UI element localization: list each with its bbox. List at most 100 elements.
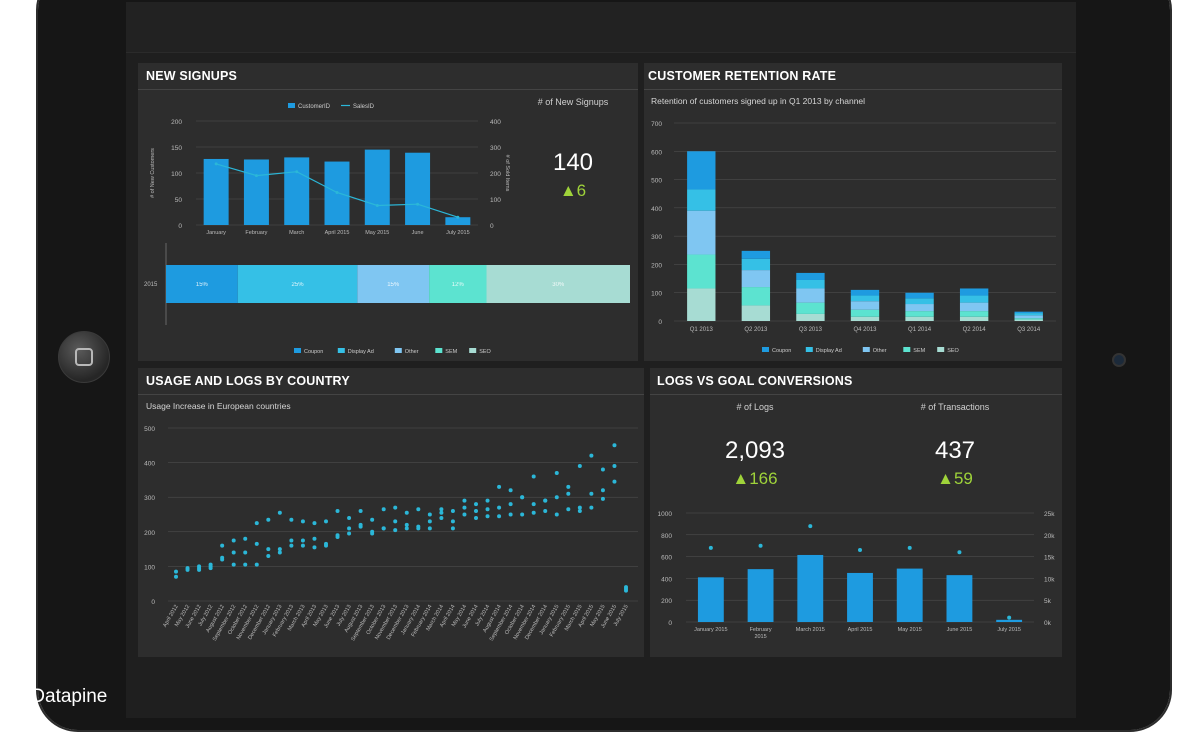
y-tick-label: 200: [171, 119, 182, 126]
y-tick-label: 100: [171, 171, 182, 178]
y-tick-label: 150: [171, 145, 182, 152]
y2-axis-label: # of Sold Items: [504, 155, 510, 192]
x-tick-label: Q4 2013: [853, 327, 877, 333]
usage-point: [600, 488, 605, 493]
y-tick-label: 400: [144, 461, 155, 468]
usage-point: [600, 496, 605, 501]
x-tick-label: March 2015: [796, 627, 825, 633]
y2-tick-label: 5k: [1044, 598, 1052, 605]
retention-segment: [1014, 319, 1043, 321]
y-tick-label: 0: [668, 620, 672, 627]
x-tick-label: February: [245, 230, 267, 236]
retention-segment: [959, 311, 989, 317]
y-tick-label: 500: [144, 426, 155, 433]
usage-point: [358, 522, 363, 527]
usage-point: [474, 502, 478, 507]
retention-segment: [905, 316, 934, 321]
retention-segment: [796, 313, 825, 321]
x-tick-label: May 2015: [365, 230, 389, 236]
usage-point: [427, 512, 432, 517]
x-tick-label: February: [750, 627, 772, 633]
y-tick-label: 200: [651, 262, 662, 269]
usage-point: [335, 509, 340, 514]
retention-segment: [905, 304, 934, 312]
logs-kpi-value: 2,093: [724, 437, 786, 464]
y-axis-label: # of New Customers: [150, 148, 156, 198]
usage-point: [370, 529, 375, 534]
home-square-icon: [75, 348, 93, 366]
home-button[interactable]: [58, 331, 110, 383]
sales-point: [375, 204, 379, 207]
usage-point: [485, 498, 490, 503]
transactions-point: [808, 524, 813, 529]
usage-point: [577, 464, 582, 469]
retention-segment: [850, 316, 880, 321]
signups-kpi-label: # of New Signups: [537, 97, 609, 107]
transactions-point: [858, 548, 862, 553]
x-tick-label: Q1 2013: [690, 327, 714, 333]
x-tick-label: July 2015: [997, 627, 1021, 633]
logs-bar: [697, 577, 724, 622]
usage-point: [577, 505, 582, 510]
usage-point: [462, 498, 467, 503]
transactions-kpi-label: # of Transactions: [920, 402, 990, 412]
usage-point: [243, 550, 248, 555]
usage-point: [277, 510, 282, 515]
y-tick-label: 600: [661, 555, 672, 562]
signups-kpi-delta: ▲6: [513, 181, 633, 201]
retention-segment: [741, 258, 771, 271]
usage-point: [208, 566, 213, 571]
usage-point: [185, 567, 190, 572]
retention-segment: [850, 301, 880, 310]
usage-point: [266, 547, 271, 552]
usage-point: [324, 519, 328, 524]
y-tick-label: 500: [651, 178, 662, 185]
usage-point: [393, 528, 398, 533]
y-tick-label: 600: [651, 149, 662, 156]
usage-point: [324, 543, 328, 548]
usage-point: [520, 495, 525, 500]
usage-point: [266, 517, 271, 522]
sales-point: [254, 174, 258, 178]
usage-point: [450, 526, 455, 531]
usage-point: [427, 519, 432, 524]
usage-point: [381, 526, 386, 531]
usage-point: [300, 538, 305, 543]
divider: [644, 89, 1062, 90]
retention-segment: [905, 298, 934, 305]
usage-point: [254, 541, 259, 546]
usage-point: [393, 505, 398, 510]
legend-swatch: [435, 348, 443, 353]
usage-point: [208, 562, 213, 567]
sales-point: [335, 191, 339, 194]
usage-point: [197, 564, 202, 569]
signups-bar: [243, 159, 269, 225]
usage-point: [589, 491, 594, 496]
retention-segment: [741, 287, 771, 306]
usage-point: [370, 517, 375, 522]
logs-bar: [996, 619, 1023, 622]
usage-logs-panel: USAGE AND LOGS BY COUNTRY Usage Increase…: [138, 368, 644, 657]
usage-point: [427, 526, 432, 531]
usage-point: [254, 562, 259, 567]
usage-point: [474, 509, 478, 514]
logs-bar: [797, 554, 824, 622]
usage-point: [231, 562, 236, 567]
usage-point: [566, 507, 571, 512]
legend-label: Coupon: [304, 349, 323, 355]
legend-sales: SalesID: [353, 104, 375, 110]
usage-point: [335, 533, 340, 538]
signups-kpi-value: 140: [552, 149, 594, 176]
legend-swatch: [294, 348, 301, 353]
x-tick-label: Q3 2013: [799, 327, 823, 333]
usage-point: [404, 510, 409, 515]
y-tick-label: 200: [144, 530, 155, 537]
x-tick-label: June: [412, 230, 424, 236]
camera-icon: [1112, 353, 1126, 367]
channel-segment: [237, 265, 358, 303]
y2-tick-label: 100: [490, 197, 501, 204]
x-tick-label: January: [206, 230, 226, 236]
usage-point: [474, 515, 478, 520]
transactions-kpi-delta: ▲59: [890, 469, 1020, 489]
usage-point: [497, 514, 502, 519]
